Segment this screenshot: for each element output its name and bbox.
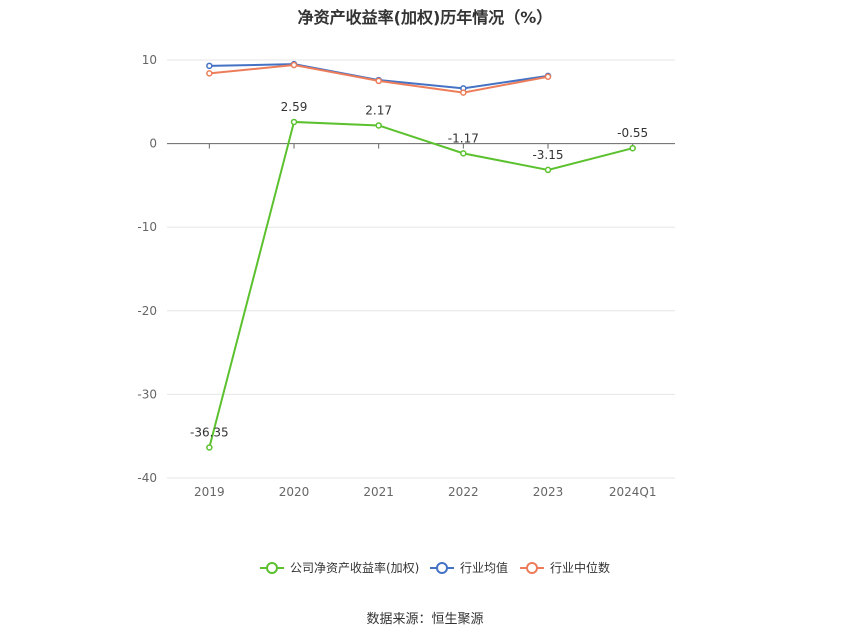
legend-item: 行业中位数 <box>520 560 610 575</box>
data-label: -0.55 <box>617 126 648 140</box>
data-point <box>290 61 298 69</box>
legend-label: 公司净资产收益率(加权) <box>290 560 419 575</box>
y-tick-label: -40 <box>137 471 157 485</box>
data-point <box>206 444 213 451</box>
y-tick-label: -20 <box>137 304 157 318</box>
data-label: -3.15 <box>532 148 563 162</box>
x-tick-label: 2020 <box>279 485 310 499</box>
data-point <box>544 166 552 174</box>
data-point <box>544 73 552 80</box>
data-point <box>460 150 467 157</box>
data-label: 2.59 <box>281 100 308 114</box>
legend-label: 行业均值 <box>460 560 508 575</box>
legend-item: 行业均值 <box>430 560 508 575</box>
legend-marker <box>266 562 278 574</box>
y-tick-label: -30 <box>137 387 157 401</box>
chart-title: 净资产收益率(加权)历年情况（%） <box>297 8 553 27</box>
grid-lines <box>167 59 675 479</box>
data-label: -36.35 <box>190 425 229 439</box>
x-tick-label: 2022 <box>448 485 479 499</box>
data-label: -1.17 <box>448 131 479 145</box>
legend: 公司净资产收益率(加权) 行业均值 行业中位数 <box>260 560 610 575</box>
data-label: 2.17 <box>365 103 392 117</box>
y-tick-label: -10 <box>137 220 157 234</box>
legend-marker <box>436 562 448 574</box>
data-source: 数据来源：恒生聚源 <box>366 612 484 627</box>
x-tick-label: 2024Q1 <box>609 485 657 499</box>
y-tick-label: 0 <box>149 137 157 151</box>
series-lines <box>206 60 636 451</box>
data-point <box>290 118 298 126</box>
data-labels: -36.35 2.59 2.17 -1.17 -3.15 -0.55 <box>190 100 648 440</box>
x-tick-label: 2023 <box>533 485 564 499</box>
data-point <box>460 89 467 96</box>
legend-item: 公司净资产收益率(加权) <box>260 560 419 575</box>
data-point <box>629 144 636 152</box>
data-point <box>206 62 213 70</box>
series-line <box>208 120 633 448</box>
y-tick-label: 10 <box>142 53 157 67</box>
x-tick-label: 2021 <box>363 485 394 499</box>
axes: 10 0 -10 -20 -30 -40 2019 2020 2021 2022 2023 2024Q… <box>137 53 675 499</box>
legend-label: 行业中位数 <box>550 560 610 575</box>
data-point <box>206 70 213 77</box>
legend-marker <box>526 562 538 574</box>
data-point <box>375 122 382 129</box>
data-point <box>375 77 382 85</box>
x-tick-label: 2019 <box>194 485 225 499</box>
